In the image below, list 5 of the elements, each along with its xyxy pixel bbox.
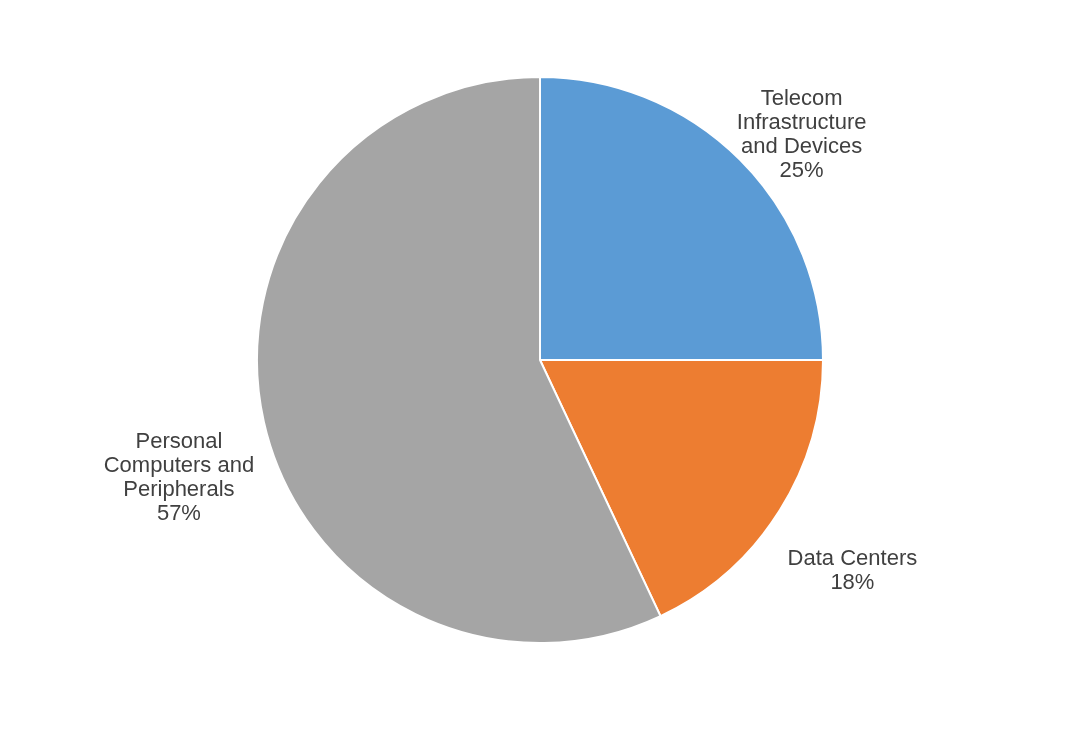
slice-label: Data Centers — [787, 545, 918, 571]
data-label: 18% — [830, 569, 875, 595]
slice-label: Telecom Infrastructure and Devices — [736, 85, 867, 159]
slice-label: Personal Computers and Peripherals — [103, 427, 255, 501]
data-label: 25% — [779, 157, 824, 183]
